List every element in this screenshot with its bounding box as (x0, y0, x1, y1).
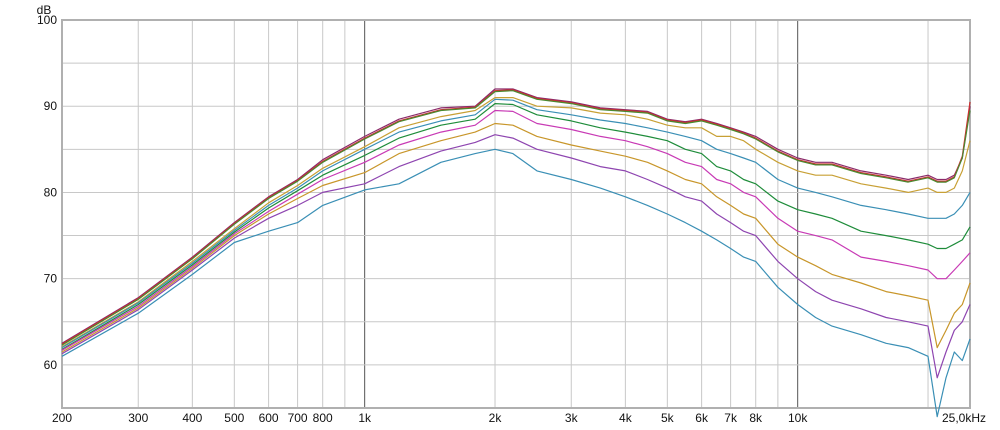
x-tick-label: 400 (182, 411, 202, 425)
series-line-5 (61, 98, 971, 349)
series-line-3 (61, 90, 971, 346)
x-tick-label: 6k (695, 411, 709, 425)
plot-border (61, 19, 971, 409)
x-tick-label: 25,0kHz (942, 411, 986, 425)
y-tick-label: 60 (44, 358, 58, 372)
x-tick-label: 600 (259, 411, 279, 425)
series-line-10 (61, 148, 971, 418)
series-line-8 (61, 122, 971, 353)
series-line-7 (61, 109, 971, 351)
y-tick-label: 100 (37, 13, 57, 27)
x-tick-labels: 200 300 400 500 600 700 800 1k 2k 3k 4k 5k 6k 7k 8k 10k… (52, 411, 986, 425)
x-tick-label: 1k (358, 411, 372, 425)
y-tick-label: 70 (44, 272, 58, 286)
y-axis-label: dB (37, 3, 52, 17)
plot-area (62, 20, 970, 408)
x-tick-label: 10k (788, 411, 808, 425)
y-tick-labels: 100 90 80 70 60 (37, 13, 57, 372)
x-tick-label: 800 (313, 411, 333, 425)
x-tick-label: 2k (489, 411, 503, 425)
x-tick-label: 3k (565, 411, 579, 425)
x-tick-label: 300 (128, 411, 148, 425)
y-tick-label: 90 (44, 99, 58, 113)
x-tick-label: 7k (724, 411, 738, 425)
x-tick-label: 700 (288, 411, 308, 425)
x-tick-label: 500 (224, 411, 244, 425)
x-tick-label: 8k (749, 411, 763, 425)
x-tick-label: 4k (619, 411, 633, 425)
series-line-6 (61, 103, 971, 350)
series-line-1 (61, 88, 971, 344)
series-line-4 (61, 97, 971, 348)
series-group (61, 88, 971, 418)
series-line-9 (61, 134, 971, 379)
series-line-2 (61, 89, 971, 345)
x-tick-label: 5k (661, 411, 675, 425)
y-tick-label: 80 (44, 185, 58, 199)
x-tick-label: 200 (52, 411, 72, 425)
